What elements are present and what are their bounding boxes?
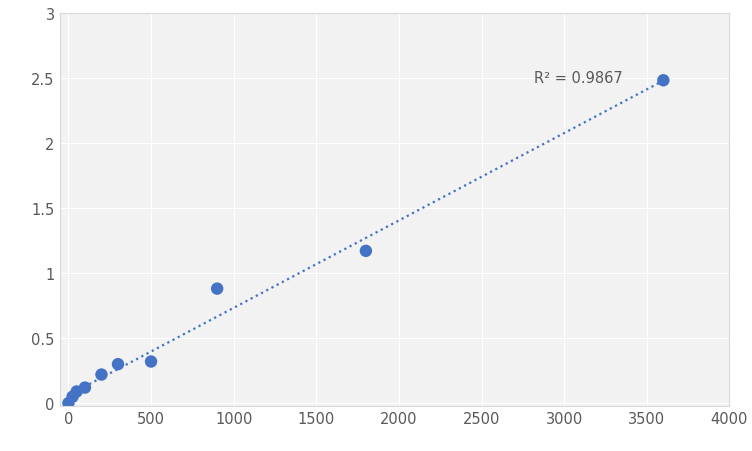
Point xyxy=(96,371,108,378)
Point xyxy=(62,400,74,407)
Point xyxy=(66,393,78,400)
Point xyxy=(657,78,669,85)
Point xyxy=(360,248,372,255)
Point xyxy=(145,358,157,365)
Point xyxy=(71,388,83,395)
Text: R² = 0.9867: R² = 0.9867 xyxy=(535,71,623,86)
Point xyxy=(112,361,124,368)
Point xyxy=(79,384,91,391)
Point xyxy=(211,285,223,293)
